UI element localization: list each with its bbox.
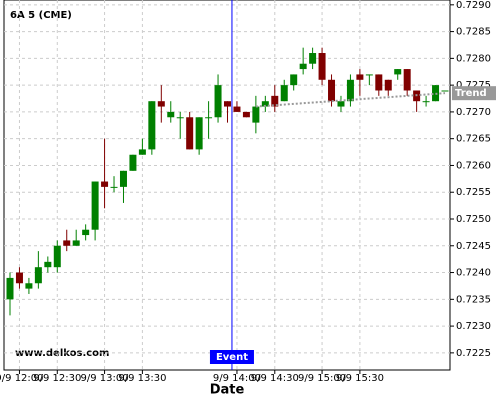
candle-body <box>328 79 336 102</box>
x-tick-label: 9/9 15:00 <box>298 373 346 384</box>
y-tick-label: 0.7265 <box>456 134 491 145</box>
y-tick-label: 0.7280 <box>456 53 491 64</box>
candle-body <box>6 277 14 300</box>
candle-body <box>346 79 354 102</box>
x-tick-label: 9/9 12:00 <box>0 373 44 384</box>
candle-body <box>205 117 213 119</box>
candle-body <box>176 117 184 119</box>
y-tick-label: 0.7225 <box>456 348 491 359</box>
candle-body <box>72 240 80 246</box>
event-label-box <box>209 350 254 364</box>
y-tick-label: 0.7245 <box>456 241 491 252</box>
x-tick-label: 9/9 12:30 <box>33 373 81 384</box>
y-tick-label: 0.7260 <box>456 160 491 171</box>
candle-body <box>318 53 326 80</box>
x-tick-label: 9/9 14:30 <box>251 373 299 384</box>
candle-body <box>195 117 203 150</box>
plot-frame <box>3 0 451 371</box>
x-tick-label: 9/9 13:30 <box>118 373 166 384</box>
candle-body <box>82 229 90 236</box>
candle-body <box>280 85 288 102</box>
candle-body <box>101 181 109 187</box>
candle-body <box>148 101 156 150</box>
trend-label-box <box>452 86 496 101</box>
candle-body <box>375 74 383 91</box>
candle-body <box>63 240 71 246</box>
candle-body <box>34 267 42 284</box>
candle-body <box>110 186 118 188</box>
candle-body <box>356 74 364 80</box>
candle-body <box>422 101 430 103</box>
candle-body <box>119 170 127 187</box>
y-tick-label: 0.7235 <box>456 294 491 305</box>
candle-body <box>252 106 260 123</box>
event-label: Event <box>216 352 248 363</box>
watermark: www.delkos.com <box>15 348 109 359</box>
x-axis-label: Date <box>210 383 245 398</box>
candle-body <box>384 79 392 91</box>
candle-body <box>290 74 298 86</box>
candle-body <box>167 111 175 118</box>
candle-body <box>233 106 241 112</box>
y-tick-label: 0.7240 <box>456 268 491 279</box>
chart-title: 6A 5 (CME) <box>10 10 72 21</box>
candle-body <box>157 101 165 107</box>
candle-body <box>91 181 99 230</box>
candle-body <box>337 101 345 107</box>
x-tick-label: 9/9 13:00 <box>81 373 129 384</box>
candle-body <box>138 149 146 155</box>
y-tick-label: 0.7275 <box>456 80 491 91</box>
candle-body <box>25 283 33 289</box>
candle-body <box>271 95 279 107</box>
candle-body <box>261 101 269 107</box>
candle-body <box>299 63 307 70</box>
trend-label: Trend <box>455 88 487 99</box>
y-tick-label: 0.7230 <box>456 321 491 332</box>
candle-body <box>53 245 61 268</box>
candle-body <box>441 90 449 92</box>
candle-body <box>15 272 23 284</box>
y-tick-label: 0.7290 <box>456 0 491 11</box>
candle-body <box>129 154 137 171</box>
y-tick-label: 0.7250 <box>456 214 491 225</box>
x-tick-label: 9/9 15:30 <box>336 373 384 384</box>
candle-body <box>394 69 402 75</box>
candle-body <box>403 69 411 91</box>
candle-body <box>214 85 222 118</box>
candle-body <box>224 101 231 107</box>
candle-body <box>242 111 250 118</box>
y-tick-label: 0.7285 <box>456 27 491 38</box>
candle-body <box>44 261 52 268</box>
candle-body <box>309 53 317 64</box>
x-tick-label: 9/9 14:00 <box>213 373 261 384</box>
y-tick-label: 0.7270 <box>456 107 491 118</box>
candle-body <box>365 74 373 76</box>
y-tick-label: 0.7255 <box>456 187 491 198</box>
candle-body <box>186 117 194 150</box>
